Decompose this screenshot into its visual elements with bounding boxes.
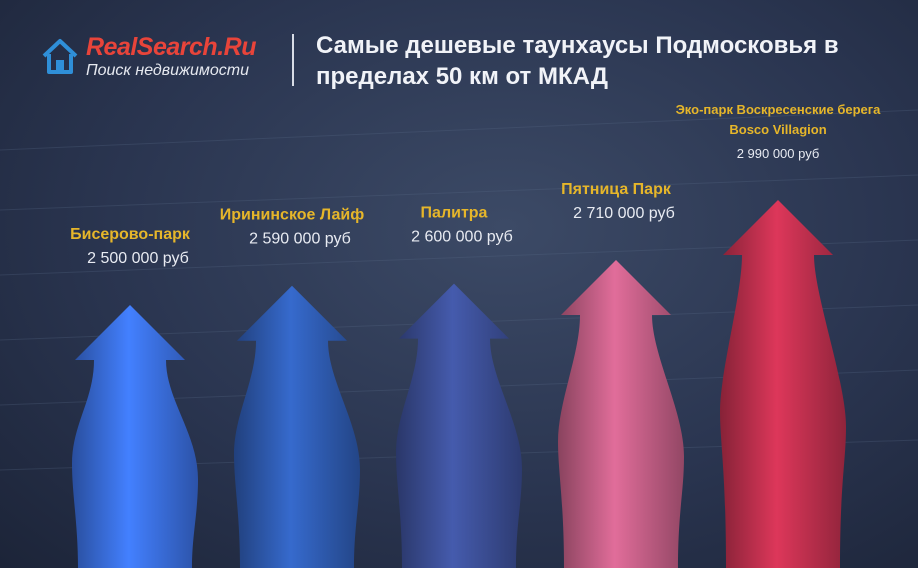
category-label: Палитра bbox=[421, 205, 488, 222]
category-label: Bosco Villagion bbox=[729, 122, 826, 137]
arrow-bar bbox=[234, 285, 360, 568]
page-title: Самые дешевые таунхаусы Подмосковья в пр… bbox=[316, 32, 839, 90]
logo-brand-domain: .Ru bbox=[217, 33, 256, 61]
arrow-bar bbox=[72, 305, 198, 568]
chart-labels: Бисерово-парк 2 500 000 руб Ирининское Лай… bbox=[70, 102, 881, 267]
logo-tagline: Поиск недвижимости bbox=[86, 62, 250, 79]
header: RealSearch.Ru Поиск недвижимости Самые д… bbox=[0, 0, 918, 100]
logo-brand-name: RealSearch bbox=[86, 33, 218, 61]
value-label: 2 990 000 руб bbox=[737, 146, 820, 161]
grid-line bbox=[0, 174, 918, 211]
grid-line bbox=[0, 109, 918, 151]
value-label: 2 590 000 руб bbox=[249, 231, 351, 248]
value-label: 2 600 000 руб bbox=[411, 229, 513, 246]
arrow-bar bbox=[396, 283, 522, 568]
category-label: Ирининское Лайф bbox=[220, 207, 364, 224]
header-divider bbox=[292, 34, 294, 86]
category-label: Пятница Парк bbox=[561, 181, 672, 198]
category-label: Бисерово-парк bbox=[70, 226, 191, 243]
value-label: 2 500 000 руб bbox=[87, 250, 189, 267]
chart-marks bbox=[72, 200, 846, 568]
arrow-bar bbox=[558, 260, 684, 568]
logo-brand[interactable]: RealSearch.Ru bbox=[86, 33, 256, 62]
house-icon bbox=[42, 39, 78, 74]
value-label: 2 710 000 руб bbox=[573, 205, 675, 222]
category-label: Эко-парк Воскресенские берега bbox=[676, 102, 882, 117]
arrow-bar bbox=[720, 200, 846, 568]
